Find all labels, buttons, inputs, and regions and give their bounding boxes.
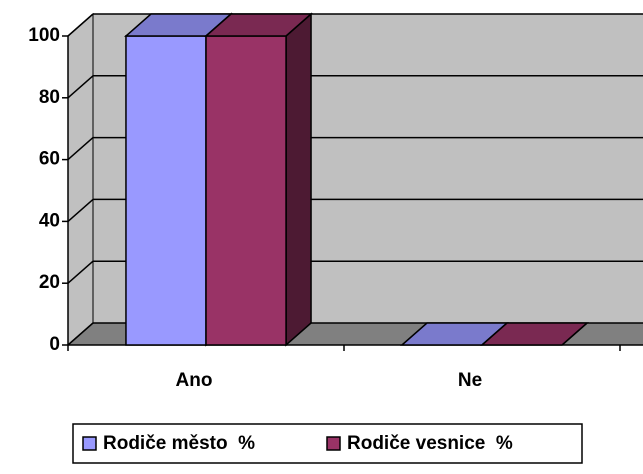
x-tick-label: Ne [458,370,482,391]
bar-top [204,13,314,37]
grid-line [67,13,94,37]
y-tick-label: 20 [39,272,60,293]
y-tick-label: 80 [39,87,60,108]
y-tick-label: 100 [28,25,60,46]
legend-label: Rodiče vesnice % [347,433,513,454]
x-tick-label: Ano [176,370,213,391]
bar [125,35,207,346]
bar-side [285,12,312,347]
side-wall [67,12,94,347]
y-tick-label: 40 [39,210,60,231]
grid-line [67,137,94,161]
y-tick-label: 60 [39,149,60,170]
legend-label: Rodiče město % [103,433,255,454]
bar-top [480,322,590,346]
grid-line [67,198,94,222]
grid-line [67,260,94,284]
legend-swatch [82,436,97,451]
bar [205,35,287,346]
legend-swatch [326,436,341,451]
y-tick-label: 0 [49,334,60,355]
grid-line [67,322,94,346]
grid-line [67,75,94,99]
